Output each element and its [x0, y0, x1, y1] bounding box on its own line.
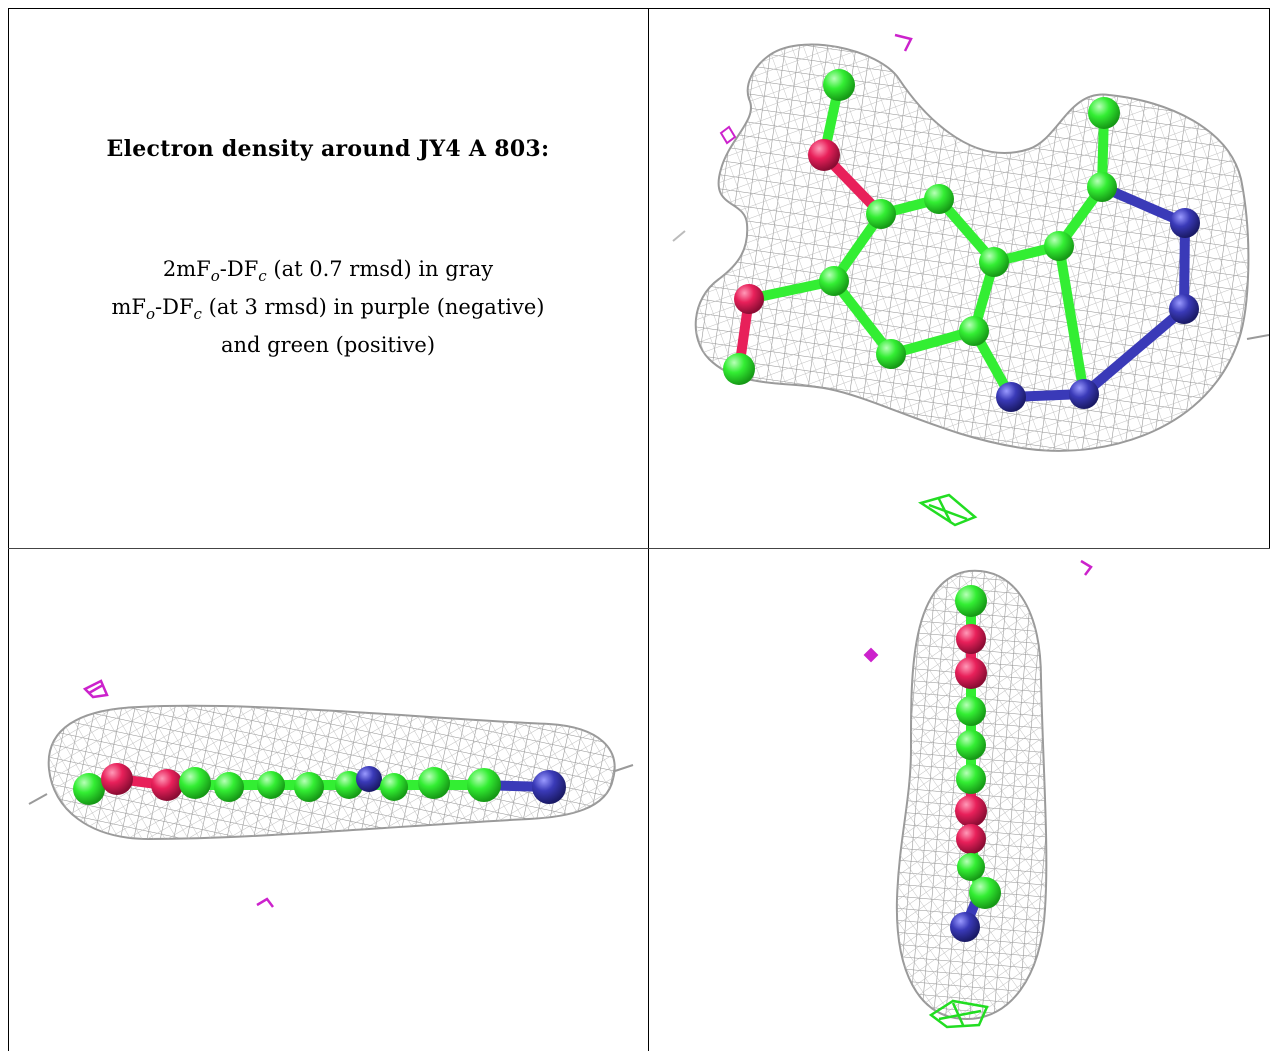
panel-side-view — [9, 549, 648, 1051]
negative-density-blob — [863, 647, 879, 663]
caption-text: -DF — [155, 295, 194, 320]
density-mesh-inner — [695, 44, 1249, 451]
negative-density-blob — [894, 33, 913, 52]
ligand-atoms — [723, 69, 1200, 412]
caption-text: 2mF — [162, 257, 211, 281]
caption-text: (at 3 rmsd) in purple (negative) — [201, 295, 545, 320]
caption-title: Electron density around JY4 A 803: — [106, 136, 550, 162]
side-view-graphic — [28, 679, 634, 908]
front-view-graphic — [672, 33, 1269, 527]
positive-density-blob — [918, 493, 978, 527]
caption-subscript: c — [193, 305, 202, 324]
negative-density-blob — [1080, 559, 1093, 576]
caption-subscript: o — [210, 267, 220, 286]
ligand-atoms — [950, 585, 1001, 942]
ligand-atoms — [73, 763, 566, 805]
table-divider-vertical — [648, 8, 649, 1051]
caption-text: -DF — [219, 257, 259, 281]
panel-front-view — [649, 9, 1269, 548]
negative-density-blob — [82, 679, 109, 699]
caption-text: (at 0.7 rmsd) in gray — [266, 257, 494, 281]
density-mesh-inner — [48, 705, 615, 839]
caption-line-3: and green (positive) — [220, 333, 436, 358]
figure-table: Electron density around JY4 A 803: 2mFo-… — [8, 8, 1270, 1051]
caption-text: mF — [111, 295, 146, 320]
table-border-right — [1269, 8, 1270, 548]
negative-density-blob — [256, 897, 274, 908]
mesh-fragment — [1246, 334, 1269, 340]
caption-cell: Electron density around JY4 A 803: 2mFo-… — [8, 8, 648, 548]
table-divider-horizontal — [8, 548, 1270, 549]
mesh-fragment — [28, 793, 48, 805]
mesh-fragment — [672, 230, 686, 242]
positive-density-blob — [928, 999, 989, 1029]
panel-edge-view — [649, 549, 1269, 1051]
caption-subscript: o — [146, 305, 156, 324]
caption-description: 2mFo-DFc (at 0.7 rmsd) in gray mFo-DFc (… — [8, 254, 648, 361]
caption-subscript: c — [258, 267, 267, 286]
table-border-top — [8, 8, 1270, 9]
caption-line-1: 2mFo-DFc (at 0.7 rmsd) in gray — [8, 254, 648, 292]
table-border-left — [8, 8, 9, 1051]
mesh-fragment — [614, 764, 634, 772]
negative-density-blob — [719, 125, 737, 145]
caption-line-2: mFo-DFc (at 3 rmsd) in purple (negative) — [8, 292, 648, 330]
edge-view-graphic — [863, 559, 1093, 1029]
